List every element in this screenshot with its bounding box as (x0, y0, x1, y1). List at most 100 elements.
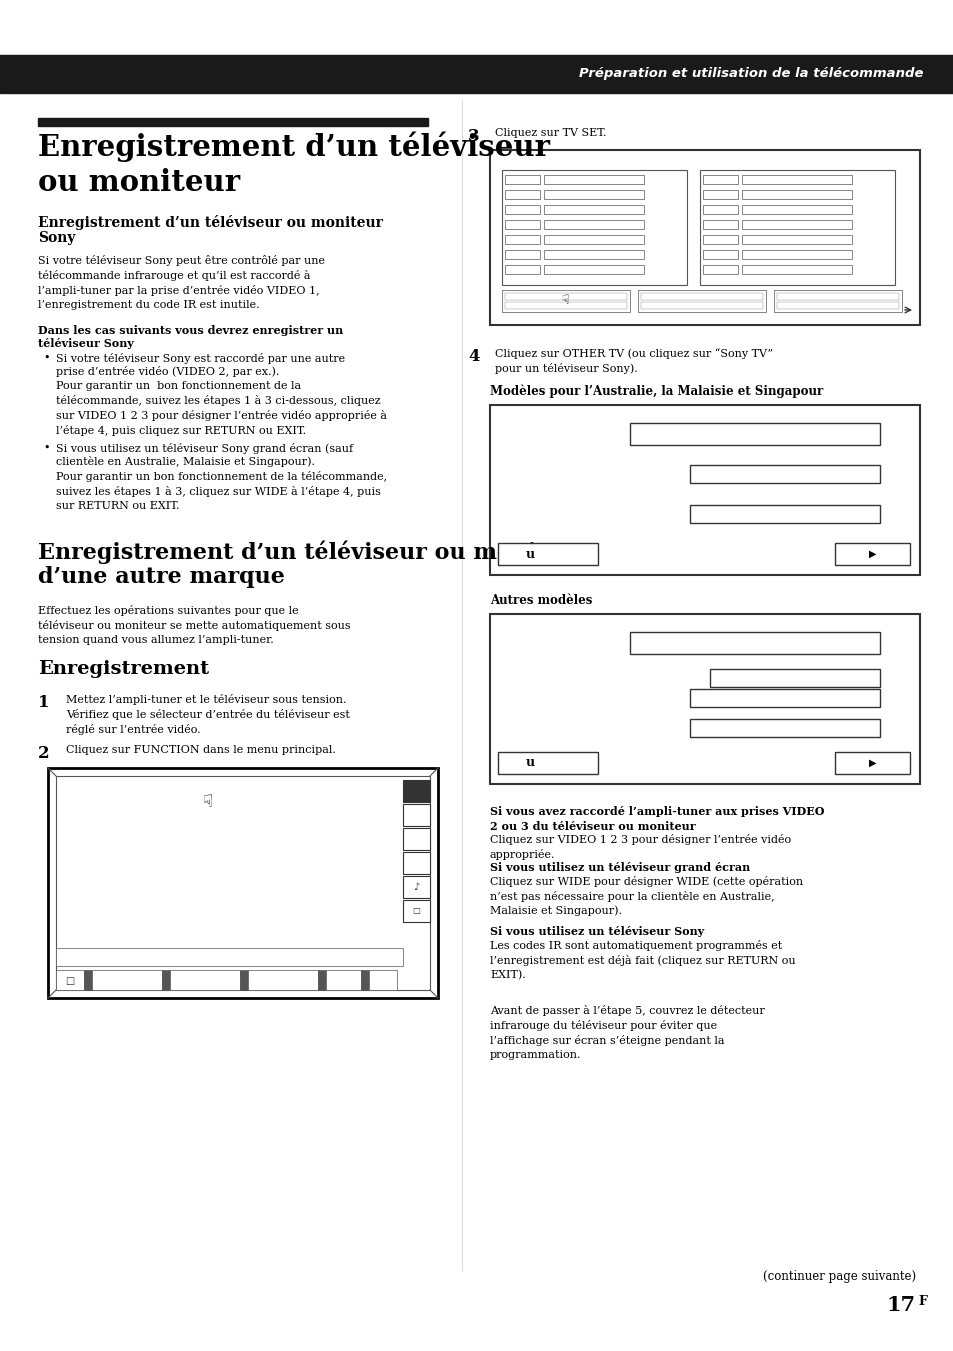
Bar (504, 235, 539, 245)
Bar (490, 150, 919, 326)
Text: •: • (43, 353, 50, 363)
Text: 3: 3 (468, 128, 479, 145)
Text: Modèles pour l’Australie, la Malaisie et Singapour: Modèles pour l’Australie, la Malaisie et… (490, 385, 822, 399)
Bar (402, 804, 430, 825)
Bar (170, 970, 240, 990)
Text: Cliquez sur VIDEO 1 2 3 pour désigner l’entrée vidéo
appropriée.: Cliquez sur VIDEO 1 2 3 pour désigner l’… (490, 834, 790, 861)
Bar (629, 632, 879, 654)
Bar (48, 767, 437, 998)
Text: 4: 4 (468, 349, 479, 365)
Text: Cliquez sur FUNCTION dans le menu principal.: Cliquez sur FUNCTION dans le menu princi… (66, 744, 335, 755)
Bar (504, 250, 539, 259)
Text: Les codes IR sont automatiquement programmés et
l’enregistrement est déjà fait (: Les codes IR sont automatiquement progra… (490, 940, 795, 979)
Bar (84, 970, 91, 990)
Text: Enregistrement d’un téléviseur ou moniteur: Enregistrement d’un téléviseur ou monite… (38, 540, 588, 563)
Text: clientèle en Australie, Malaisie et Singapour).
Pour garantir un bon fonctionnem: clientèle en Australie, Malaisie et Sing… (56, 457, 387, 511)
Bar (91, 970, 162, 990)
Bar (0, 55, 953, 93)
Bar (56, 948, 402, 966)
Bar (162, 970, 170, 990)
Bar (741, 250, 851, 259)
Text: prise d’entrée vidéo (VIDEO 2, par ex.).
Pour garantir un  bon fonctionnement de: prise d’entrée vidéo (VIDEO 2, par ex.).… (56, 366, 387, 436)
Bar (501, 290, 629, 312)
Text: Enregistrement d’un téléviseur ou moniteur: Enregistrement d’un téléviseur ou monite… (38, 215, 382, 230)
Bar (240, 970, 248, 990)
Text: Si vous utilisez un téléviseur Sony: Si vous utilisez un téléviseur Sony (490, 925, 703, 938)
Text: ☟: ☟ (203, 793, 213, 811)
Bar (776, 293, 898, 300)
Bar (773, 290, 901, 312)
Text: Cliquez sur OTHER TV (ou cliquez sur “Sony TV”
pour un téléviseur Sony).: Cliquez sur OTHER TV (ou cliquez sur “So… (495, 349, 772, 374)
Bar (326, 970, 360, 990)
Text: ▶: ▶ (868, 549, 876, 559)
Text: Enregistrement d’un téléviseur: Enregistrement d’un téléviseur (38, 131, 550, 162)
Text: ▶: ▶ (868, 758, 876, 767)
Bar (543, 235, 643, 245)
Bar (248, 970, 317, 990)
Bar (702, 205, 738, 213)
Bar (702, 265, 738, 274)
Text: téléviseur Sony: téléviseur Sony (38, 338, 133, 349)
Bar (640, 303, 762, 309)
Bar (741, 220, 851, 230)
Text: 17: 17 (886, 1296, 915, 1315)
Text: Préparation et utilisation de la télécommande: Préparation et utilisation de la télécom… (578, 68, 923, 81)
Bar (402, 828, 430, 850)
Bar (360, 970, 369, 990)
Bar (56, 775, 430, 990)
Bar (776, 303, 898, 309)
Bar (490, 613, 919, 784)
Text: F: F (917, 1296, 926, 1308)
Text: Sony: Sony (38, 231, 75, 245)
Bar (702, 220, 738, 230)
Text: u: u (525, 757, 534, 770)
Bar (689, 689, 879, 707)
Text: Si votre téléviseur Sony peut être contrôlé par une
télécommande infrarouge et q: Si votre téléviseur Sony peut être contr… (38, 255, 325, 309)
Bar (369, 970, 396, 990)
Bar (741, 205, 851, 213)
Bar (638, 290, 765, 312)
Text: d’une autre marque: d’une autre marque (38, 566, 285, 588)
Bar (56, 970, 84, 990)
Bar (702, 235, 738, 245)
Bar (543, 265, 643, 274)
Bar (702, 190, 738, 199)
Bar (834, 753, 909, 774)
Bar (504, 190, 539, 199)
Text: Cliquez sur TV SET.: Cliquez sur TV SET. (495, 128, 606, 138)
Text: Dans les cas suivants vous devrez enregistrer un: Dans les cas suivants vous devrez enregi… (38, 326, 343, 336)
Bar (490, 405, 919, 576)
Text: 1: 1 (38, 694, 50, 711)
Bar (741, 265, 851, 274)
Text: Si votre téléviseur Sony est raccordé par une autre: Si votre téléviseur Sony est raccordé pa… (56, 353, 345, 363)
Bar (38, 118, 428, 126)
Text: u: u (525, 547, 534, 561)
Bar (504, 265, 539, 274)
Text: □: □ (412, 907, 420, 916)
Text: Enregistrement: Enregistrement (38, 661, 209, 678)
Text: Effectuez les opérations suivantes pour que le
téléviseur ou moniteur se mette a: Effectuez les opérations suivantes pour … (38, 605, 351, 644)
Text: Si vous utilisez un téléviseur grand écran: Si vous utilisez un téléviseur grand écr… (490, 862, 749, 873)
Bar (689, 465, 879, 484)
Bar (629, 423, 879, 444)
Bar (741, 190, 851, 199)
Text: Avant de passer à l’étape 5, couvrez le détecteur
infrarouge du téléviseur pour : Avant de passer à l’étape 5, couvrez le … (490, 1005, 764, 1059)
Text: Cliquez sur WIDE pour désigner WIDE (cette opération
n’est pas nécessaire pour l: Cliquez sur WIDE pour désigner WIDE (cet… (490, 875, 802, 916)
Text: (continuer page suivante): (continuer page suivante) (762, 1270, 915, 1283)
Text: Autres modèles: Autres modèles (490, 594, 592, 607)
Bar (741, 235, 851, 245)
Text: ou moniteur: ou moniteur (38, 168, 240, 197)
Text: Mettez l’ampli-tuner et le téléviseur sous tension.
Vérifiez que le sélecteur d’: Mettez l’ampli-tuner et le téléviseur so… (66, 694, 350, 735)
Text: ♪: ♪ (413, 882, 419, 892)
Bar (702, 250, 738, 259)
Bar (402, 900, 430, 921)
Bar (640, 293, 762, 300)
Bar (543, 190, 643, 199)
Bar (702, 176, 738, 184)
Bar (402, 852, 430, 874)
Text: □: □ (66, 975, 74, 986)
Bar (834, 543, 909, 565)
Bar (709, 669, 879, 688)
Bar (504, 293, 626, 300)
Bar (504, 303, 626, 309)
